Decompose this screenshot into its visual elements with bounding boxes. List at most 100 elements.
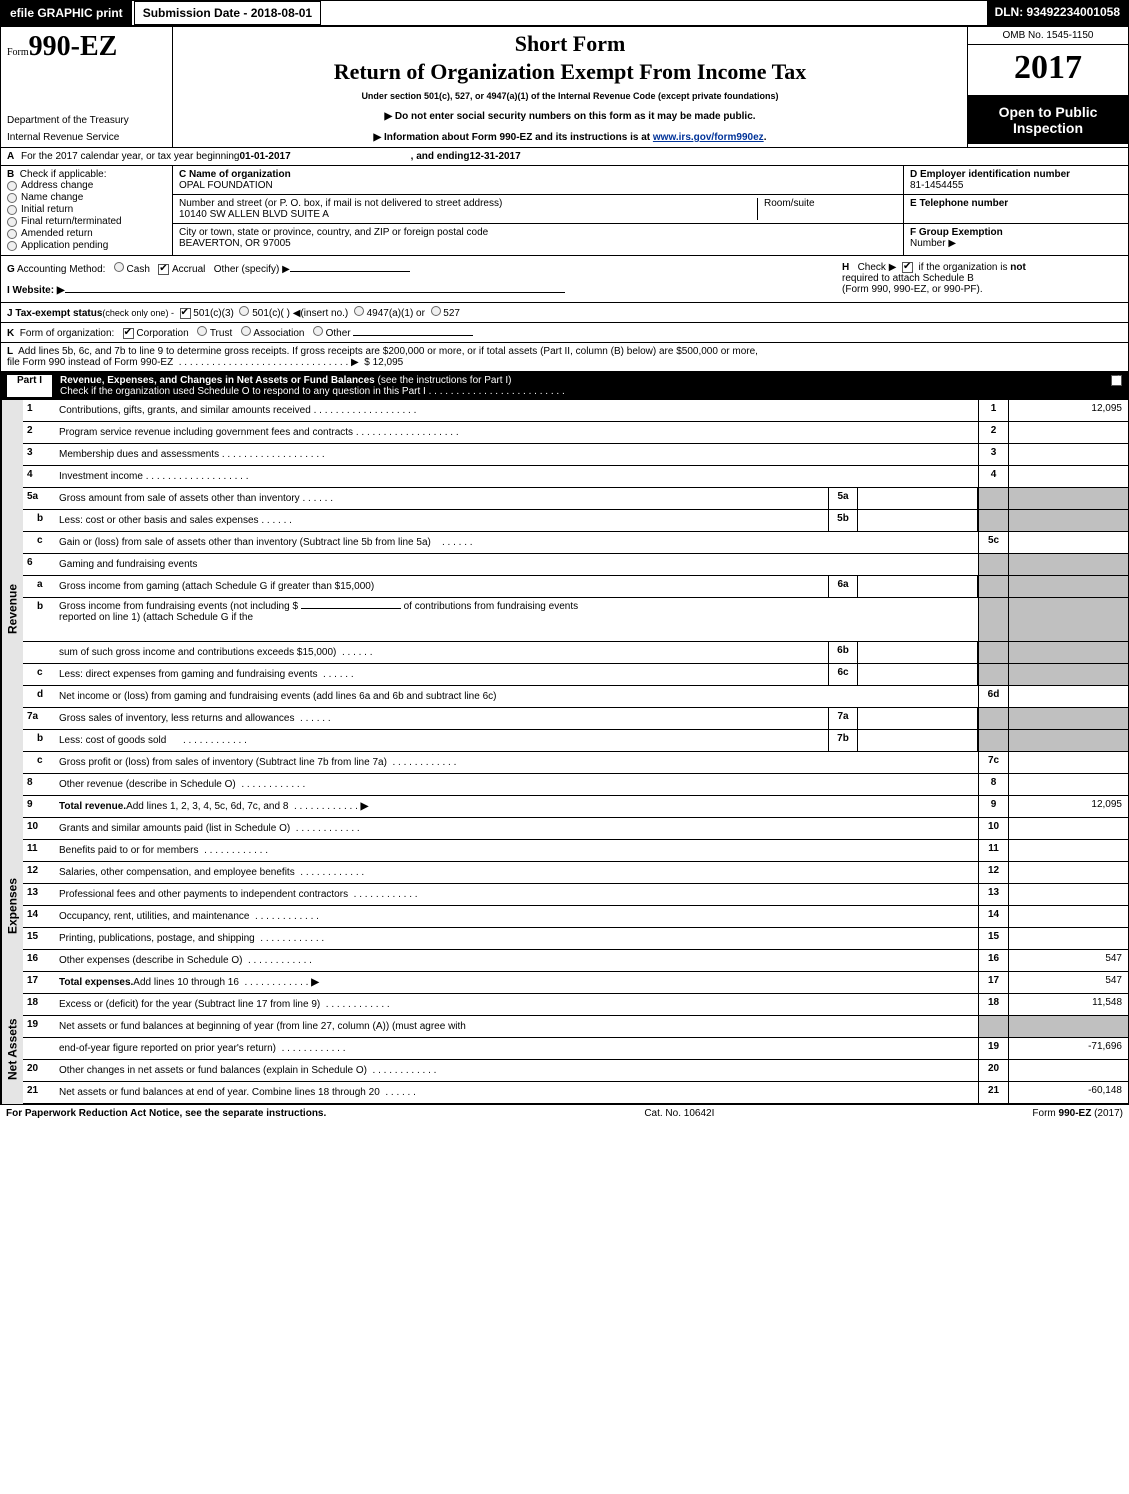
l8-desc: Other revenue (describe in Schedule O) xyxy=(59,779,236,790)
radio-name-change[interactable] xyxy=(7,193,17,203)
instructions-link[interactable]: www.irs.gov/form990ez xyxy=(653,132,764,143)
opt-final-return: Final return/terminated xyxy=(21,216,122,227)
checkbox-h[interactable] xyxy=(902,262,913,273)
g-cash: Cash xyxy=(127,264,150,275)
g-other-fill[interactable] xyxy=(290,271,410,272)
k-other-fill[interactable] xyxy=(353,335,473,336)
line-6b: sum of such gross income and contributio… xyxy=(23,642,1128,664)
e-label: E Telephone number xyxy=(910,198,1122,209)
l5a-num: 5a xyxy=(23,488,55,509)
l7a-desc: Gross sales of inventory, less returns a… xyxy=(59,713,294,724)
l17-arrow: ▶ xyxy=(311,977,319,988)
dept-treasury: Department of the Treasury xyxy=(7,115,166,126)
l20-rv xyxy=(1008,1060,1128,1081)
l5b-dots: . . . . . . xyxy=(261,515,292,526)
row-a-mid: , and ending xyxy=(411,151,470,162)
l13-rn: 13 xyxy=(978,884,1008,905)
l4-num: 4 xyxy=(23,466,55,487)
l-dots: . . . . . . . . . . . . . . . . . . . . … xyxy=(179,357,359,368)
d-val: 81-1454455 xyxy=(910,180,1122,191)
l19-rn-shade xyxy=(978,1016,1008,1037)
l4-dots: . . . . . . . . . . . . . . . . . . . xyxy=(146,471,249,482)
l5b-rn-shade xyxy=(978,510,1008,531)
l7b-rv-shade xyxy=(1008,730,1128,751)
footer-left: For Paperwork Reduction Act Notice, see … xyxy=(6,1108,326,1119)
l16-num: 16 xyxy=(23,950,55,971)
radio-501c[interactable] xyxy=(239,306,249,316)
g-label: G xyxy=(7,264,15,275)
main-title: Return of Organization Exempt From Incom… xyxy=(181,59,959,85)
l-text1: Add lines 5b, 6c, and 7b to line 9 to de… xyxy=(18,346,758,357)
l21-dots: . . . . . . xyxy=(385,1087,416,1098)
c-street-label: Number and street (or P. O. box, if mail… xyxy=(179,198,757,209)
l6a-rn-shade xyxy=(978,576,1008,597)
l6a-mn: 6a xyxy=(828,576,858,597)
form-number: Form990-EZ xyxy=(7,31,166,63)
line-11: 11 Benefits paid to or for members . . .… xyxy=(23,840,1128,862)
l19-rv-shade xyxy=(1008,1016,1128,1037)
radio-initial-return[interactable] xyxy=(7,205,17,215)
efile-button[interactable]: efile GRAPHIC print xyxy=(1,1,132,25)
submission-date: Submission Date - 2018-08-01 xyxy=(134,1,321,25)
l6-rv-shade xyxy=(1008,554,1128,575)
radio-other-org[interactable] xyxy=(313,326,323,336)
i-website-fill[interactable] xyxy=(65,292,565,293)
l6d-rv xyxy=(1008,686,1128,707)
l5a-dots: . . . . . . xyxy=(302,493,333,504)
checkbox-corporation[interactable] xyxy=(123,328,134,339)
revenue-section: Revenue 1 Contributions, gifts, grants, … xyxy=(1,400,1128,818)
l6a-num: a xyxy=(23,576,55,597)
row-k: K Form of organization: Corporation Trus… xyxy=(1,323,1128,343)
l15-dots: . . . . . . . . . . . . xyxy=(260,933,324,944)
radio-address-change[interactable] xyxy=(7,181,17,191)
l14-desc: Occupancy, rent, utilities, and maintena… xyxy=(59,911,249,922)
l3-rv xyxy=(1008,444,1128,465)
footer-right-pre: Form xyxy=(1032,1108,1058,1119)
g-text: Accounting Method: xyxy=(17,264,105,275)
l15-rv xyxy=(1008,928,1128,949)
l6b-fill[interactable] xyxy=(301,608,401,609)
dept-irs: Internal Revenue Service xyxy=(7,132,166,143)
checkbox-501c3[interactable] xyxy=(180,308,191,319)
radio-application-pending[interactable] xyxy=(7,241,17,251)
radio-association[interactable] xyxy=(241,326,251,336)
radio-amended-return[interactable] xyxy=(7,229,17,239)
l21-desc: Net assets or fund balances at end of ye… xyxy=(59,1087,380,1098)
l6-rn-shade xyxy=(978,554,1008,575)
l13-rv xyxy=(1008,884,1128,905)
l9-desc: Total revenue. xyxy=(59,801,126,812)
l6b-desc3: sum of such gross income and contributio… xyxy=(59,647,336,658)
l6b-rv-shade1 xyxy=(1008,598,1128,641)
k-o2: Trust xyxy=(210,328,232,339)
l14-rv xyxy=(1008,906,1128,927)
l10-desc: Grants and similar amounts paid (list in… xyxy=(59,823,290,834)
footer-right: Form 990-EZ (2017) xyxy=(1032,1108,1123,1119)
radio-cash[interactable] xyxy=(114,262,124,272)
l14-num: 14 xyxy=(23,906,55,927)
l8-rn: 8 xyxy=(978,774,1008,795)
checkbox-accrual[interactable] xyxy=(158,264,169,275)
l6c-dots: . . . . . . xyxy=(323,669,354,680)
l5c-desc: Gain or (loss) from sale of assets other… xyxy=(59,537,431,548)
line-6: 6 Gaming and fundraising events xyxy=(23,554,1128,576)
radio-final-return[interactable] xyxy=(7,217,17,227)
k-o3: Association xyxy=(253,328,304,339)
subtitle: Under section 501(c), 527, or 4947(a)(1)… xyxy=(181,91,959,101)
radio-527[interactable] xyxy=(431,306,441,316)
l1-desc: Contributions, gifts, grants, and simila… xyxy=(59,405,311,416)
l15-desc: Printing, publications, postage, and shi… xyxy=(59,933,255,944)
row-a: A For the 2017 calendar year, or tax yea… xyxy=(1,148,1128,166)
radio-trust[interactable] xyxy=(197,326,207,336)
l6b-desc-mid: of contributions from fundraising events xyxy=(404,601,579,612)
l8-rv xyxy=(1008,774,1128,795)
netassets-side-label: Net Assets xyxy=(1,994,23,1104)
line-8: 8 Other revenue (describe in Schedule O)… xyxy=(23,774,1128,796)
l8-num: 8 xyxy=(23,774,55,795)
radio-4947[interactable] xyxy=(354,306,364,316)
l13-dots: . . . . . . . . . . . . xyxy=(354,889,418,900)
checkbox-schedule-o[interactable] xyxy=(1111,375,1122,386)
l13-num: 13 xyxy=(23,884,55,905)
line-5b: b Less: cost or other basis and sales ex… xyxy=(23,510,1128,532)
line-20: 20 Other changes in net assets or fund b… xyxy=(23,1060,1128,1082)
expenses-table: 10 Grants and similar amounts paid (list… xyxy=(23,818,1128,994)
